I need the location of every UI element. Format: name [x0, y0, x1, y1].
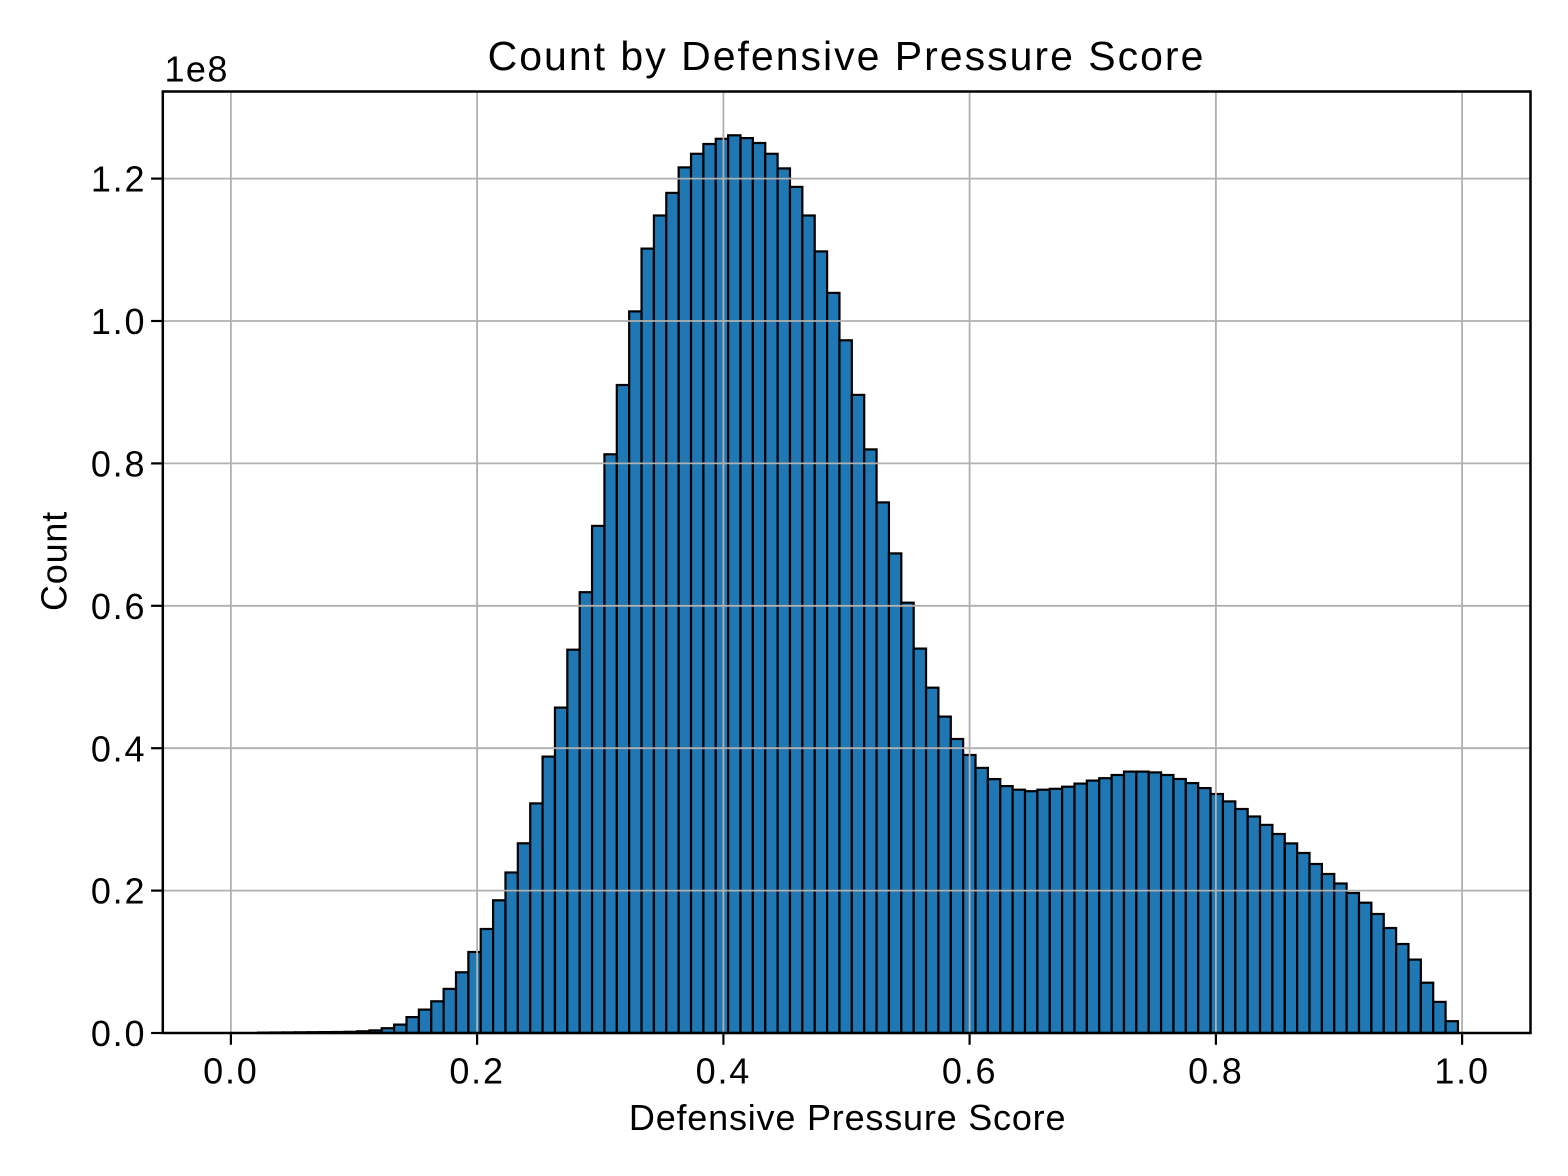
svg-text:0.6: 0.6 — [942, 1050, 997, 1091]
svg-text:0.0: 0.0 — [203, 1050, 258, 1091]
svg-text:0.4: 0.4 — [91, 728, 146, 769]
svg-text:0.8: 0.8 — [91, 444, 146, 485]
svg-text:Defensive Pressure Score: Defensive Pressure Score — [629, 1097, 1066, 1138]
svg-text:0.6: 0.6 — [91, 586, 146, 627]
svg-text:0.8: 0.8 — [1188, 1050, 1243, 1091]
svg-text:Count: Count — [34, 511, 75, 611]
svg-text:1.0: 1.0 — [1434, 1050, 1489, 1091]
svg-text:0.2: 0.2 — [449, 1050, 504, 1091]
svg-text:0.2: 0.2 — [91, 871, 146, 912]
svg-text:1e8: 1e8 — [165, 49, 229, 90]
svg-text:1.0: 1.0 — [91, 301, 146, 342]
svg-text:0.0: 0.0 — [91, 1013, 146, 1054]
svg-text:Count by Defensive Pressure Sc: Count by Defensive Pressure Score — [488, 33, 1206, 79]
svg-text:1.2: 1.2 — [91, 159, 146, 200]
svg-text:0.4: 0.4 — [696, 1050, 751, 1091]
